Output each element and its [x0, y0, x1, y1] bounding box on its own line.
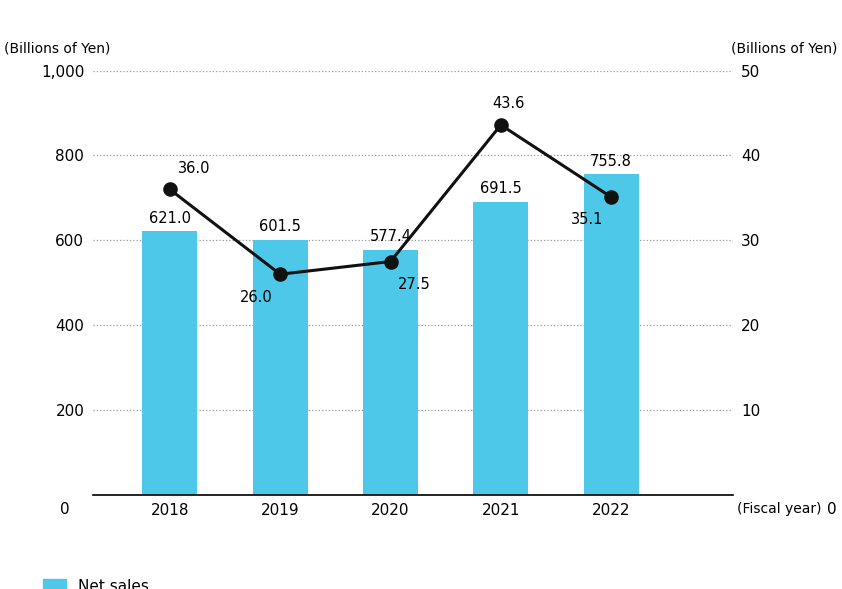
Point — [494, 120, 508, 130]
Text: 35.1: 35.1 — [571, 212, 604, 227]
Point — [274, 270, 287, 279]
Text: (Fiscal year): (Fiscal year) — [737, 502, 821, 516]
Text: 0: 0 — [828, 502, 837, 517]
Text: 36.0: 36.0 — [178, 161, 210, 176]
Bar — [584, 174, 639, 495]
Text: (Billions of Yen): (Billions of Yen) — [732, 42, 838, 56]
Bar — [363, 250, 418, 495]
Text: 43.6: 43.6 — [493, 97, 525, 111]
Legend: Net sales, Operating income (right scale): Net sales, Operating income (right scale… — [43, 579, 312, 589]
Text: 621.0: 621.0 — [149, 211, 191, 226]
Text: 691.5: 691.5 — [480, 181, 522, 196]
Bar — [253, 240, 308, 495]
Text: 577.4: 577.4 — [370, 229, 412, 244]
Text: 755.8: 755.8 — [590, 154, 632, 168]
Text: 26.0: 26.0 — [240, 290, 273, 305]
Text: 27.5: 27.5 — [398, 277, 431, 292]
Point — [163, 185, 177, 194]
Bar — [473, 201, 529, 495]
Point — [605, 193, 618, 202]
Bar — [142, 231, 197, 495]
Text: 0: 0 — [60, 502, 70, 517]
Text: 601.5: 601.5 — [259, 219, 301, 234]
Point — [384, 257, 397, 266]
Text: (Billions of Yen): (Billions of Yen) — [4, 42, 110, 56]
